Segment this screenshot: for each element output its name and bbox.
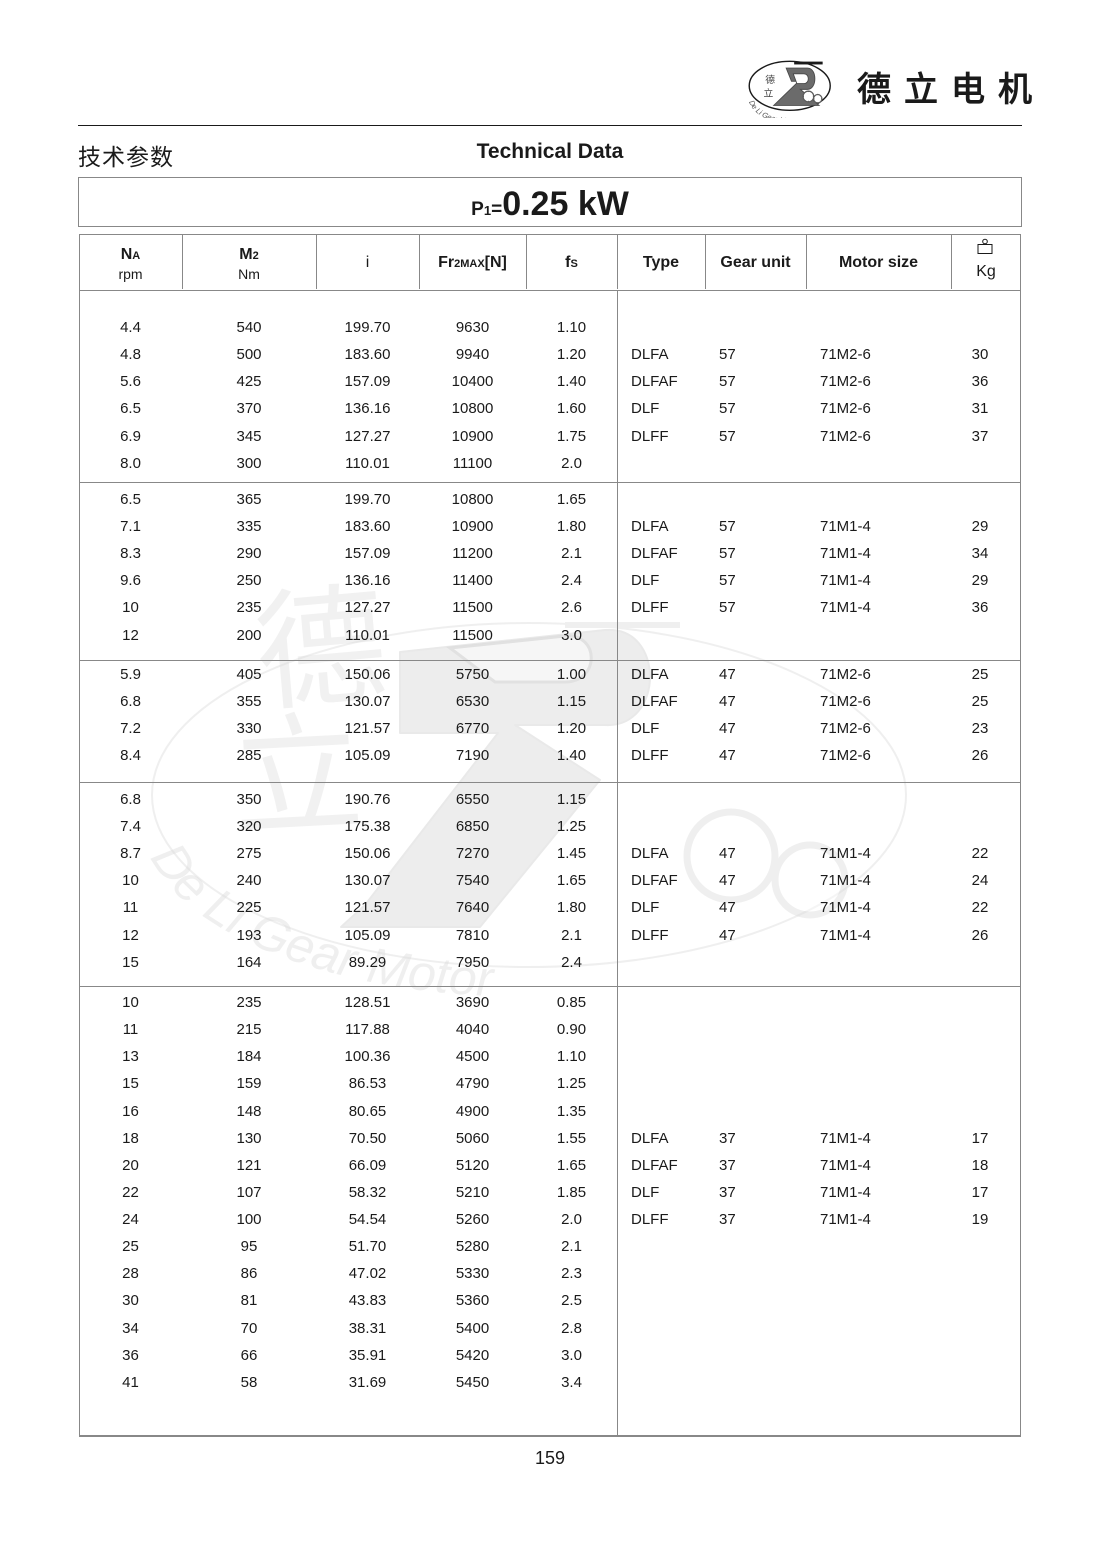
svg-text:立: 立 <box>763 86 773 99</box>
svg-text:德: 德 <box>765 73 775 86</box>
